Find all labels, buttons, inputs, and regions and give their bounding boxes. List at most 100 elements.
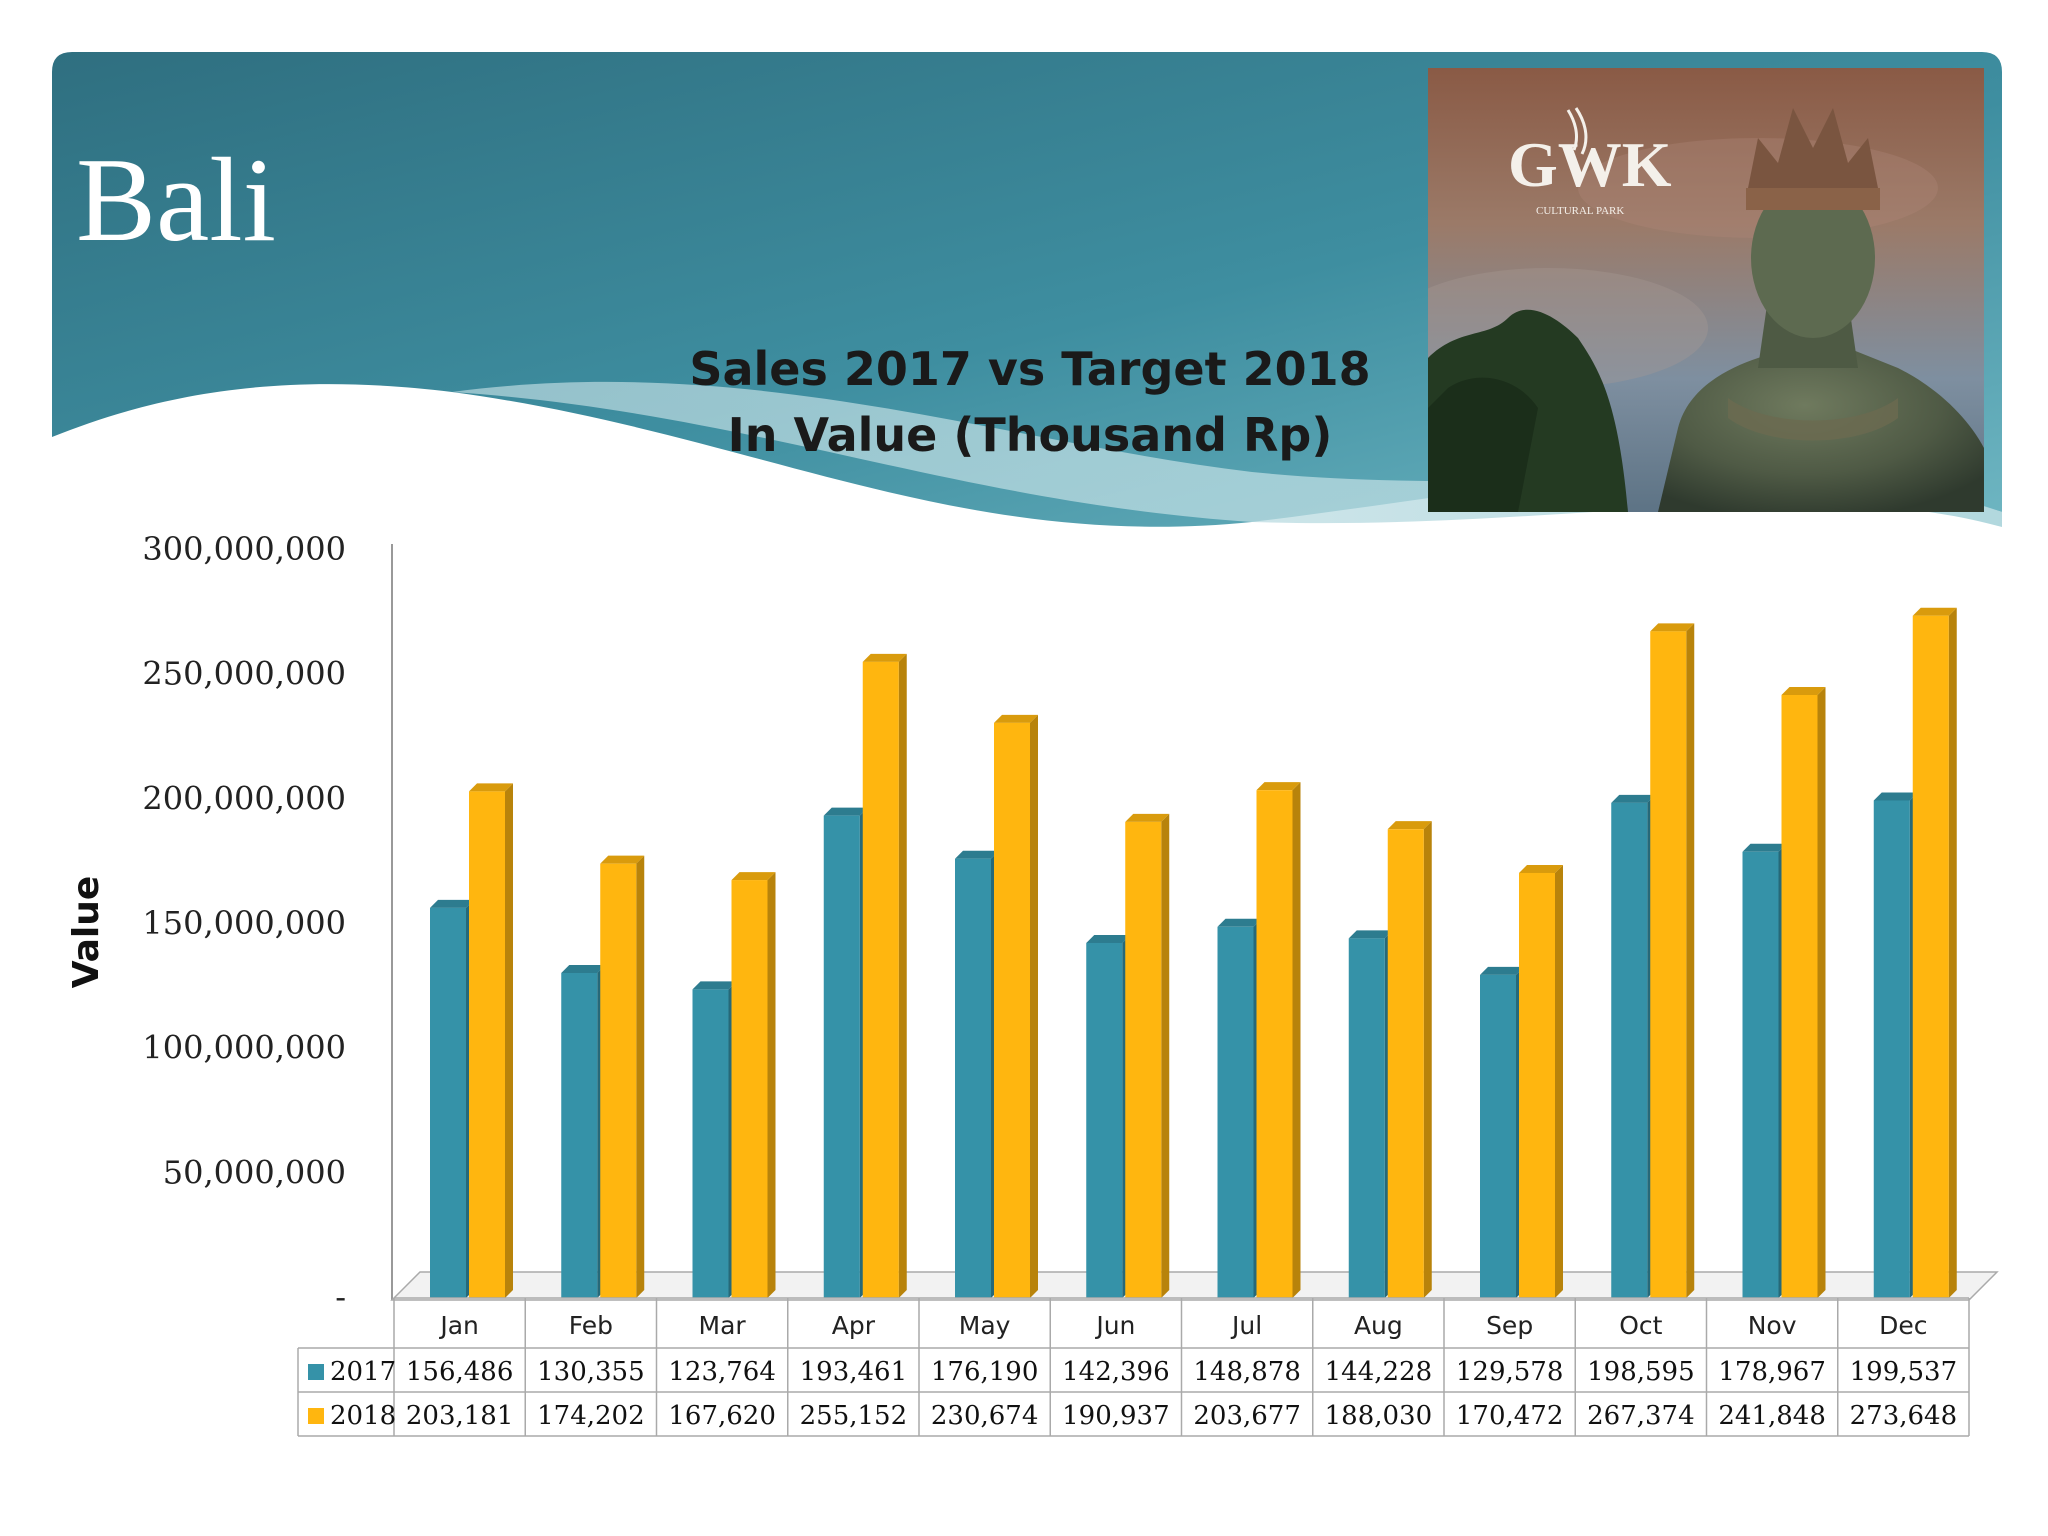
y-tick-label: 100,000,000 [142, 1029, 346, 1067]
data-label: 255,152 [800, 1401, 908, 1431]
bar-top [692, 981, 737, 990]
bar-top [1217, 918, 1262, 927]
bar-top [600, 855, 645, 864]
data-label: 203,181 [406, 1401, 514, 1431]
x-tick-label: Mar [699, 1311, 747, 1340]
y-tick-label: 300,000,000 [142, 530, 346, 568]
bar-top [430, 899, 474, 908]
x-tick-label: Sep [1486, 1311, 1533, 1340]
x-tick-label: Oct [1619, 1311, 1662, 1340]
bar-top [1873, 792, 1918, 801]
bar-front [1912, 615, 1949, 1298]
bar-front [430, 907, 466, 1298]
bar-side [767, 872, 776, 1298]
data-label: 142,396 [1062, 1357, 1170, 1387]
data-label: 129,578 [1456, 1357, 1564, 1387]
x-tick-label: Apr [832, 1311, 876, 1340]
bar-2018-dec [1912, 607, 1957, 1298]
bar-side [1686, 623, 1695, 1298]
y-tick-label: 250,000,000 [142, 655, 346, 693]
gwk-logo-wing-icon [1566, 107, 1588, 155]
y-axis-label: Value [66, 876, 107, 989]
bar-side [505, 783, 513, 1298]
bar-top [469, 783, 513, 792]
bar-2017-oct [1611, 794, 1656, 1298]
legend-label-2018: 2018 [330, 1401, 396, 1431]
bar-front [955, 858, 991, 1298]
gwk-logo-subtext: CULTURAL PARK [1536, 205, 1624, 217]
data-label: 188,030 [1325, 1401, 1433, 1431]
bar-top [1125, 813, 1170, 822]
bar-side [1817, 686, 1826, 1298]
x-tick-label: Jun [1094, 1311, 1135, 1340]
bar-side [636, 855, 645, 1298]
legend-swatch-2018 [308, 1408, 324, 1424]
bar-2017-jan [430, 899, 474, 1298]
bar-2018-jan [469, 783, 513, 1298]
bar-top [561, 964, 606, 973]
bar-side [1161, 813, 1170, 1298]
bar-top [1611, 794, 1656, 803]
x-tick-label: Dec [1879, 1311, 1927, 1340]
bar-side [1555, 864, 1563, 1298]
bar-top [823, 807, 868, 816]
bar-front [600, 863, 637, 1298]
bar-front [1086, 942, 1123, 1298]
bar-front [692, 989, 729, 1298]
data-label: 123,764 [668, 1357, 776, 1387]
chart-title-line-2: In Value (Thousand Rp) [727, 408, 1333, 462]
bar-top [1086, 934, 1131, 943]
bar-side [1948, 607, 1957, 1298]
data-label: 190,937 [1062, 1401, 1170, 1431]
bar-2018-mar [731, 872, 776, 1298]
bar-front [1873, 800, 1910, 1298]
x-tick-label: May [959, 1311, 1011, 1340]
bar-front [1480, 974, 1516, 1298]
bar-2017-jun [1086, 934, 1131, 1298]
data-label: 144,228 [1325, 1357, 1433, 1387]
bar-front [994, 722, 1030, 1298]
bar-2018-may [994, 714, 1038, 1298]
data-label: 241,848 [1718, 1401, 1826, 1431]
data-label: 148,878 [1193, 1357, 1301, 1387]
bar-top [1256, 782, 1301, 791]
legend-label-2017: 2017 [330, 1357, 396, 1387]
bars [430, 607, 1957, 1298]
bar-2017-apr [823, 807, 868, 1298]
bar-top [862, 653, 907, 662]
bar-top [1742, 843, 1787, 852]
bar-front [1217, 926, 1254, 1298]
bar-2018-jul [1256, 782, 1301, 1298]
bar-top [1348, 930, 1393, 939]
data-label: 193,461 [800, 1357, 908, 1387]
bar-front [1519, 872, 1555, 1298]
data-label: 170,472 [1456, 1401, 1564, 1431]
data-label: 273,648 [1850, 1401, 1958, 1431]
bar-2018-feb [600, 855, 645, 1298]
x-tick-label: Nov [1748, 1311, 1797, 1340]
bar-2018-apr [862, 653, 907, 1298]
bar-2018-jun [1125, 813, 1170, 1298]
x-tick-label: Aug [1354, 1311, 1403, 1340]
bar-front [1256, 790, 1293, 1298]
bar-side [1423, 821, 1432, 1298]
bar-front [1650, 631, 1687, 1298]
bar-2017-dec [1873, 792, 1918, 1298]
bar-2018-nov [1781, 686, 1826, 1298]
data-label: 130,355 [537, 1357, 645, 1387]
bar-2017-may [955, 850, 999, 1298]
bar-side [1030, 714, 1038, 1298]
x-tick-label: Feb [569, 1311, 613, 1340]
data-label: 198,595 [1587, 1357, 1695, 1387]
y-axis: - 50,000,000 100,000,000 150,000,000 200,000… [142, 530, 393, 1316]
data-table: Jan Feb Mar Apr May Jun Jul Aug Sep Oct Nov Dec 2017… [297, 1297, 1970, 1437]
bar-top [731, 872, 776, 881]
bar-top [994, 714, 1038, 723]
bar-top [1480, 966, 1524, 975]
bar-front [1781, 694, 1818, 1298]
bar-side [898, 653, 907, 1298]
data-label: 199,537 [1850, 1357, 1958, 1387]
data-label: 178,967 [1718, 1357, 1826, 1387]
bar-front [1348, 938, 1385, 1298]
